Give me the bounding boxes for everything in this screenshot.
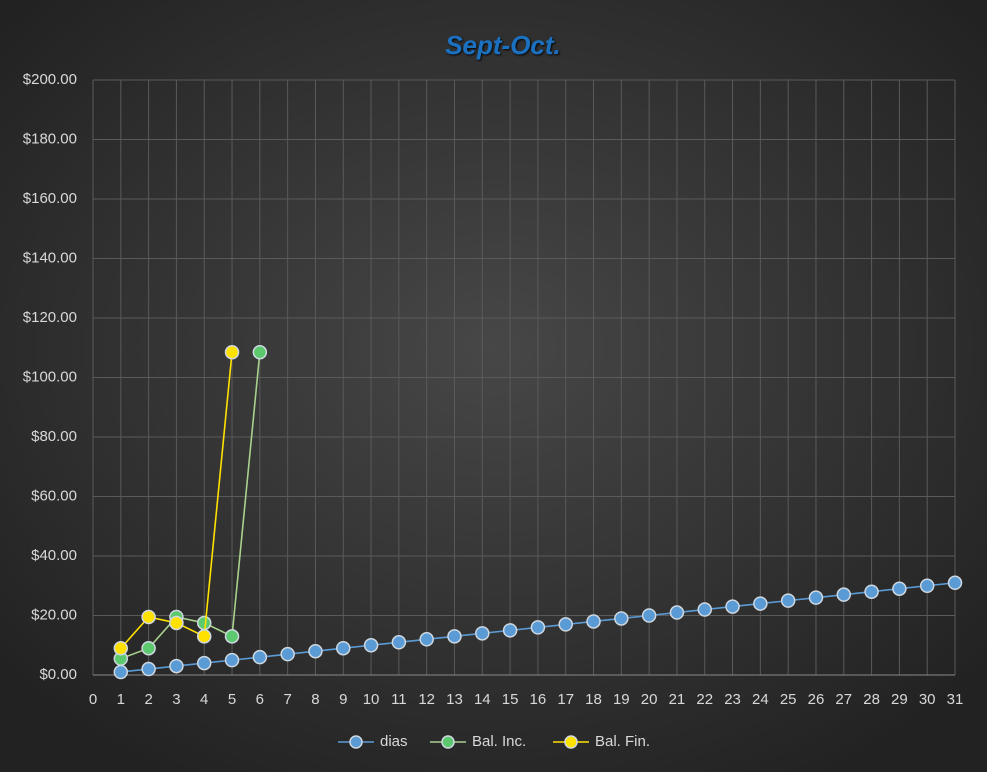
x-tick-label: 16 xyxy=(530,691,547,708)
legend-marker xyxy=(564,735,578,749)
marker xyxy=(808,590,824,605)
marker xyxy=(669,605,685,620)
x-tick-label: 28 xyxy=(863,691,880,708)
x-tick-label: 30 xyxy=(919,691,936,708)
x-tick-label: 22 xyxy=(696,691,713,708)
legend-marker xyxy=(441,735,455,749)
y-tick-label: $20.00 xyxy=(31,606,77,623)
x-tick-label: 13 xyxy=(446,691,463,708)
marker xyxy=(169,658,184,674)
marker xyxy=(280,646,295,662)
marker xyxy=(419,632,434,647)
marker xyxy=(224,344,240,360)
marker xyxy=(336,640,351,656)
marker xyxy=(753,596,768,611)
marker xyxy=(196,629,212,644)
y-tick-label: $120.00 xyxy=(23,309,77,326)
marker xyxy=(697,602,712,617)
y-tick-label: $180.00 xyxy=(23,130,77,147)
marker xyxy=(252,649,268,665)
x-tick-label: 18 xyxy=(585,691,602,708)
legend-marker xyxy=(349,735,363,749)
marker xyxy=(169,615,184,631)
marker xyxy=(780,593,796,608)
marker xyxy=(141,609,156,625)
y-tick-label: $60.00 xyxy=(31,487,77,504)
x-tick-label: 8 xyxy=(311,691,319,708)
x-tick-label: 6 xyxy=(256,691,264,708)
x-tick-label: 10 xyxy=(363,691,380,708)
marker xyxy=(530,620,546,635)
legend-label: Bal. Fin. xyxy=(595,733,650,750)
x-tick-label: 24 xyxy=(752,691,769,708)
y-tick-label: $80.00 xyxy=(31,428,77,445)
marker xyxy=(224,652,240,668)
marker xyxy=(391,635,407,650)
x-tick-label: 7 xyxy=(283,691,291,708)
marker xyxy=(558,617,573,632)
marker xyxy=(308,643,323,659)
marker xyxy=(363,638,379,653)
marker xyxy=(196,615,212,631)
marker xyxy=(919,578,935,593)
x-tick-label: 31 xyxy=(947,691,964,708)
marker xyxy=(224,629,240,644)
marker xyxy=(864,584,879,599)
y-tick-label: $40.00 xyxy=(31,547,77,564)
x-tick-label: 19 xyxy=(613,691,630,708)
marker xyxy=(586,614,601,629)
marker xyxy=(113,640,129,656)
x-tick-label: 12 xyxy=(418,691,435,708)
x-tick-label: 20 xyxy=(641,691,658,708)
x-tick-label: 15 xyxy=(502,691,519,708)
x-tick-label: 27 xyxy=(835,691,852,708)
x-tick-label: 11 xyxy=(391,691,407,708)
legend-label: dias xyxy=(380,733,408,750)
x-tick-label: 21 xyxy=(669,691,686,708)
y-tick-label: $140.00 xyxy=(23,249,77,266)
marker xyxy=(836,587,852,602)
x-tick-label: 23 xyxy=(724,691,741,708)
x-tick-label: 26 xyxy=(808,691,825,708)
chart-title: Sept-Oct. xyxy=(445,30,561,60)
y-tick-label: $0.00 xyxy=(39,666,77,683)
marker xyxy=(447,629,462,644)
marker xyxy=(947,575,963,591)
marker xyxy=(892,581,907,596)
marker xyxy=(475,626,490,641)
x-tick-label: 0 xyxy=(89,691,97,708)
marker xyxy=(141,640,156,656)
x-tick-label: 25 xyxy=(780,691,797,708)
marker xyxy=(196,655,212,671)
y-tick-label: $160.00 xyxy=(23,190,77,207)
x-tick-label: 4 xyxy=(200,691,208,708)
marker xyxy=(141,661,156,677)
x-tick-label: 17 xyxy=(557,691,574,708)
x-tick-label: 9 xyxy=(339,691,347,708)
legend-label: Bal. Inc. xyxy=(472,733,526,750)
x-tick-label: 5 xyxy=(228,691,236,708)
y-tick-label: $100.00 xyxy=(23,368,77,385)
x-tick-label: 14 xyxy=(474,691,491,708)
x-tick-label: 3 xyxy=(172,691,180,708)
marker xyxy=(614,611,629,626)
marker xyxy=(502,623,518,638)
marker xyxy=(641,608,657,623)
marker xyxy=(252,344,268,360)
x-tick-label: 29 xyxy=(891,691,908,708)
x-tick-label: 1 xyxy=(117,691,125,708)
marker xyxy=(725,599,740,614)
marker xyxy=(113,664,129,680)
x-tick-label: 2 xyxy=(144,691,152,708)
y-tick-label: $200.00 xyxy=(23,71,77,88)
